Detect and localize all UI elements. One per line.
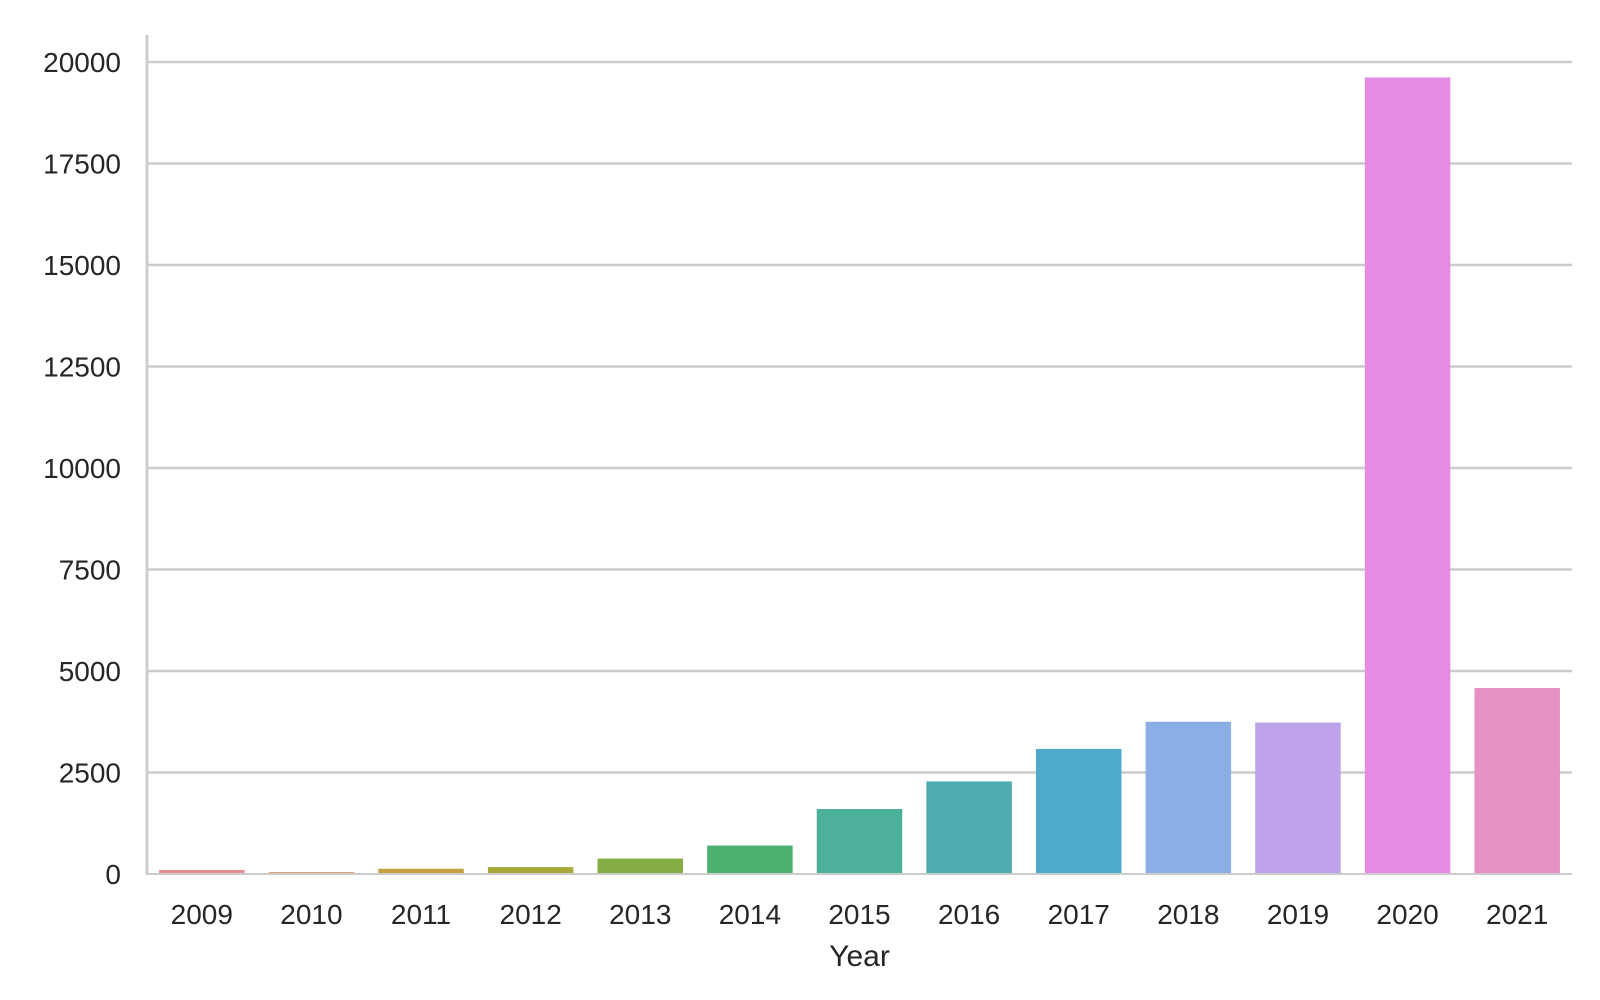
x-tick-label: 2017: [1048, 899, 1110, 930]
x-axis-title: Year: [829, 940, 890, 973]
bar-2020: [1364, 77, 1451, 875]
y-tick-label: 20000: [43, 47, 121, 78]
bar-2013: [597, 858, 684, 874]
x-tick-label: 2010: [280, 899, 342, 930]
y-tick-label: 12500: [43, 352, 121, 383]
bar-2018: [1145, 721, 1232, 874]
y-tick-label: 2500: [59, 758, 121, 789]
x-tick-label: 2021: [1486, 899, 1548, 930]
y-tick-label: 5000: [59, 656, 121, 687]
y-tick-label: 10000: [43, 453, 121, 484]
x-tick-label: 2014: [719, 899, 781, 930]
bar-2021: [1474, 688, 1560, 874]
y-tick-label: 0: [105, 859, 121, 890]
bar-2014: [707, 845, 793, 874]
x-tick-label: 2018: [1157, 899, 1219, 930]
y-tick-label: 15000: [43, 250, 121, 281]
x-tick-label: 2012: [500, 899, 562, 930]
x-tick-label: 2013: [609, 899, 671, 930]
x-tick-label: 2020: [1376, 899, 1438, 930]
x-tick-labels: 2009 2010 2011 2012 2013 2014 2015 2016 2017 2018…: [171, 899, 1549, 930]
y-tick-labels: 0 2500 5000 7500 10000 12500 15000 17500 20000: [43, 47, 121, 890]
x-tick-label: 2016: [938, 899, 1000, 930]
bar-2016: [926, 781, 1012, 874]
x-tick-label: 2019: [1267, 899, 1329, 930]
bar-2017: [1035, 748, 1122, 874]
y-tick-label: 17500: [43, 149, 121, 180]
x-tick-label: 2009: [171, 899, 233, 930]
y-tick-label: 7500: [59, 555, 121, 586]
bar-2011: [378, 868, 464, 874]
bar-2015: [816, 809, 903, 874]
bar-2019: [1255, 722, 1341, 874]
bar-2010: [268, 871, 355, 874]
bar-2012: [487, 867, 574, 874]
grid-lines: [147, 60, 1572, 774]
bars: [159, 77, 1560, 875]
x-tick-label: 2011: [391, 899, 451, 930]
x-tick-label: 2015: [828, 899, 890, 930]
bar-2009: [159, 869, 245, 874]
